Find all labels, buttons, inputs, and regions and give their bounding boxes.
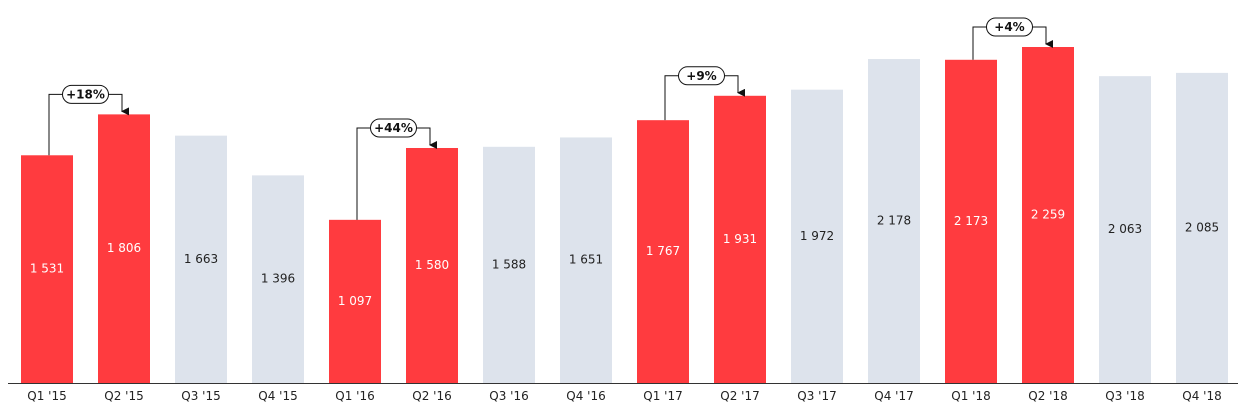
bar-1: [98, 114, 150, 384]
growth-badge: [370, 118, 417, 138]
bar-9: [714, 95, 766, 383]
bar-0: [21, 155, 73, 383]
x-axis-ticks: Q1 '15 Q2 '15 Q3 '15 Q4 '15 Q1 '16 Q2 '16 Q3 '…: [27, 389, 1221, 403]
growth-badge: [678, 66, 725, 86]
x-tick-label: Q2 '18: [1028, 389, 1067, 403]
bar-13: [1022, 47, 1074, 383]
bar-value-label: 1 931: [723, 232, 757, 246]
bar-value-label: 1 531: [30, 262, 64, 276]
growth-badge: [62, 84, 109, 104]
growth-badge: [986, 17, 1033, 37]
x-tick-label: Q2 '16: [412, 389, 451, 403]
bar-3: [252, 175, 304, 383]
bar-value-label: 2 259: [1031, 208, 1065, 222]
bar-value-label: 2 063: [1108, 222, 1142, 236]
bar-6: [483, 146, 535, 383]
growth-label: +9%: [686, 69, 716, 83]
bar-value-label: 1 396: [261, 272, 295, 286]
x-tick-label: Q3 '15: [181, 389, 220, 403]
x-tick-label: Q3 '16: [489, 389, 528, 403]
x-tick-label: Q4 '16: [566, 389, 605, 403]
bar-value-label: 2 178: [877, 214, 911, 228]
growth-label: +4%: [994, 20, 1024, 34]
bar-value-label: 1 767: [646, 244, 680, 258]
bar-12: [945, 59, 997, 383]
bar-value-label: 1 097: [338, 294, 372, 308]
x-tick-label: Q1 '18: [951, 389, 990, 403]
x-tick-label: Q2 '17: [720, 389, 759, 403]
x-tick-label: Q2 '15: [104, 389, 143, 403]
bar-7: [560, 137, 612, 383]
x-tick-label: Q3 '17: [797, 389, 836, 403]
bar-15: [1176, 72, 1228, 383]
x-tick-label: Q1 '17: [643, 389, 682, 403]
growth-label: +18%: [66, 87, 105, 101]
bar-2: [175, 135, 227, 383]
bar-value-label: 1 806: [107, 241, 141, 255]
bar-value-label: 1 972: [800, 229, 834, 243]
bar-14: [1099, 76, 1151, 384]
x-tick-label: Q1 '16: [335, 389, 374, 403]
bar-10: [791, 89, 843, 383]
x-tick-label: Q4 '17: [874, 389, 913, 403]
bar-5: [406, 147, 458, 383]
bar-value-label: 2 085: [1185, 220, 1219, 234]
bar-value-label: 1 580: [415, 258, 449, 272]
bars-group: 1 531 1 806 1 663 1 396 1 097 1 580 1 588 1 651…: [21, 47, 1228, 384]
bar-value-label: 1 663: [184, 252, 218, 266]
bar-8: [637, 120, 689, 383]
bar-4: [329, 219, 381, 383]
annotations-group: +18% +44% +9% +4%: [48, 17, 1053, 220]
bar-value-label: 1 651: [569, 253, 603, 267]
x-tick-label: Q1 '15: [27, 389, 66, 403]
growth-label: +44%: [374, 121, 413, 135]
bar-11: [868, 59, 920, 383]
bar-value-label: 1 588: [492, 257, 526, 271]
x-tick-label: Q3 '18: [1105, 389, 1144, 403]
x-tick-label: Q4 '15: [258, 389, 297, 403]
x-tick-label: Q4 '18: [1182, 389, 1221, 403]
bar-value-label: 2 173: [954, 214, 988, 228]
